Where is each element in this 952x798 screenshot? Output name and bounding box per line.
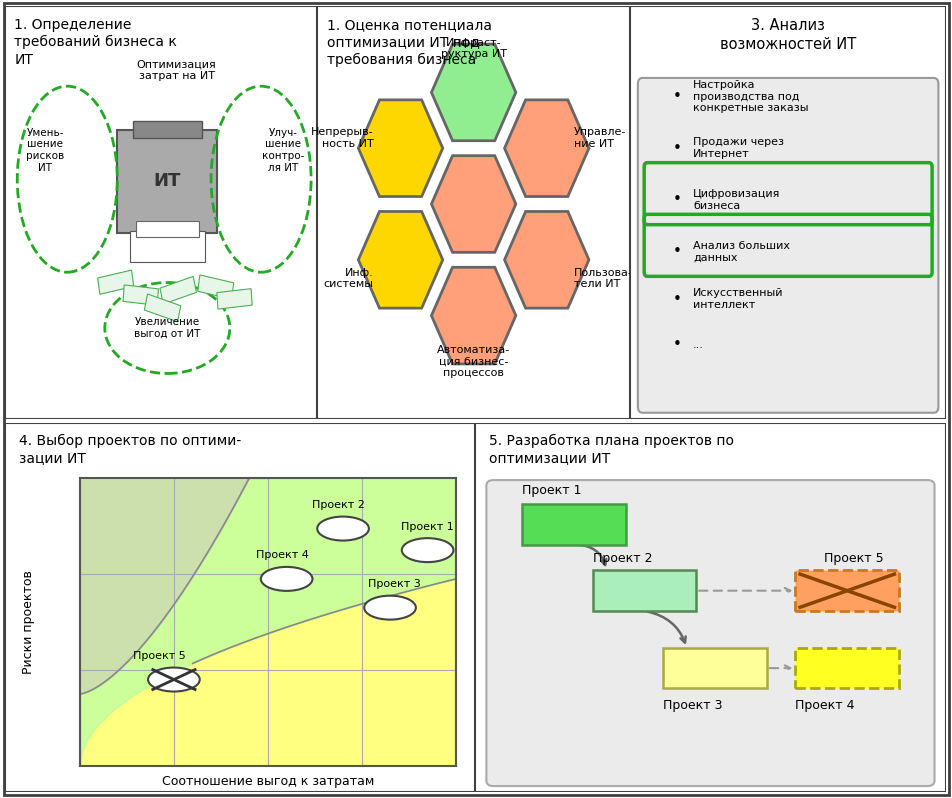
Text: Управле-
ние ИТ: Управле- ние ИТ xyxy=(573,127,625,148)
Ellipse shape xyxy=(402,538,453,562)
Text: Проект 5: Проект 5 xyxy=(823,552,883,565)
Bar xyxy=(217,289,252,309)
Text: Анализ больших
данных: Анализ больших данных xyxy=(692,241,789,263)
Bar xyxy=(795,648,898,689)
Text: Проект 2: Проект 2 xyxy=(311,500,365,510)
Text: Умень-
шение
рисков
ИТ: Умень- шение рисков ИТ xyxy=(27,128,65,172)
Text: 1. Определение
требований бизнеса к
ИТ: 1. Определение требований бизнеса к ИТ xyxy=(14,18,177,67)
Text: Автоматиза-
ция бизнес-
процессов: Автоматиза- ция бизнес- процессов xyxy=(437,345,509,377)
Bar xyxy=(123,285,158,306)
Text: Проект 2: Проект 2 xyxy=(592,552,651,565)
Text: Продажи через
Интернет: Продажи через Интернет xyxy=(692,137,783,159)
Text: Непрерыв-
ность ИТ: Непрерыв- ность ИТ xyxy=(310,127,373,148)
Text: Цифровизация
бизнеса: Цифровизация бизнеса xyxy=(692,189,780,211)
Text: Настройка
производства под
конкретные заказы: Настройка производства под конкретные за… xyxy=(692,80,808,113)
Text: •: • xyxy=(672,337,681,352)
Text: Риски проектов: Риски проектов xyxy=(22,570,34,674)
Text: Улуч-
шение
контро-
ля ИТ: Улуч- шение контро- ля ИТ xyxy=(262,128,304,172)
Ellipse shape xyxy=(261,567,312,591)
Text: Оптимизация
затрат на ИТ: Оптимизация затрат на ИТ xyxy=(137,59,216,81)
Text: Инф.
системы: Инф. системы xyxy=(324,267,373,289)
Text: 3. Анализ
возможностей ИТ: 3. Анализ возможностей ИТ xyxy=(720,18,855,52)
Text: Проект 1: Проект 1 xyxy=(401,522,453,531)
FancyBboxPatch shape xyxy=(637,78,938,413)
Text: •: • xyxy=(672,89,681,104)
Text: Инфраст-
руктура ИТ: Инфраст- руктура ИТ xyxy=(440,38,506,59)
Bar xyxy=(144,294,181,322)
Polygon shape xyxy=(431,267,515,364)
Polygon shape xyxy=(431,44,515,140)
FancyBboxPatch shape xyxy=(486,480,934,786)
Text: •: • xyxy=(672,244,681,259)
Polygon shape xyxy=(358,211,443,308)
Bar xyxy=(132,121,202,138)
Bar xyxy=(197,275,233,299)
Polygon shape xyxy=(504,211,588,308)
Bar xyxy=(795,571,898,611)
Bar xyxy=(80,478,455,766)
Bar xyxy=(98,270,133,294)
Text: •: • xyxy=(672,140,681,156)
Polygon shape xyxy=(504,100,588,196)
Bar xyxy=(592,571,696,611)
Bar xyxy=(522,504,625,544)
Text: Искусственный
интеллект: Искусственный интеллект xyxy=(692,288,783,310)
Text: Проект 3: Проект 3 xyxy=(663,699,722,713)
Ellipse shape xyxy=(364,595,415,619)
Text: Пользова-
тели ИТ: Пользова- тели ИТ xyxy=(573,267,632,289)
Text: •: • xyxy=(672,192,681,207)
Bar xyxy=(80,478,455,766)
Polygon shape xyxy=(431,156,515,252)
Text: Проект 4: Проект 4 xyxy=(795,699,854,713)
Text: ИТ: ИТ xyxy=(153,172,181,190)
Text: 5. Разработка плана проектов по
оптимизации ИТ: 5. Разработка плана проектов по оптимиза… xyxy=(488,434,733,465)
Text: •: • xyxy=(672,291,681,306)
Bar xyxy=(663,648,766,689)
Text: Увеличение
выгод от ИТ: Увеличение выгод от ИТ xyxy=(134,318,200,339)
Polygon shape xyxy=(358,100,443,196)
Bar xyxy=(117,129,217,233)
Bar xyxy=(136,220,198,237)
Text: 4. Выбор проектов по оптими-
зации ИТ: 4. Выбор проектов по оптими- зации ИТ xyxy=(19,434,241,465)
Text: Проект 1: Проект 1 xyxy=(522,484,581,496)
Text: Соотношение выгод к затратам: Соотношение выгод к затратам xyxy=(162,775,374,788)
Ellipse shape xyxy=(148,668,200,692)
Bar xyxy=(129,231,205,262)
Text: 1. Оценка потенциала
оптимизации ИТ под
требования бизнеса: 1. Оценка потенциала оптимизации ИТ под … xyxy=(327,18,491,67)
Text: ...: ... xyxy=(692,339,704,350)
Text: Проект 5: Проект 5 xyxy=(133,651,186,661)
Text: Проект 3: Проект 3 xyxy=(368,579,421,589)
Bar xyxy=(160,276,196,304)
Ellipse shape xyxy=(317,516,368,540)
Text: Проект 4: Проект 4 xyxy=(255,551,308,560)
